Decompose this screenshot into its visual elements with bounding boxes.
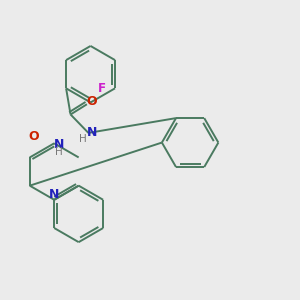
Text: N: N <box>87 126 97 139</box>
Text: N: N <box>49 188 59 201</box>
Text: F: F <box>98 82 106 95</box>
Text: H: H <box>55 147 62 157</box>
Text: O: O <box>28 130 39 143</box>
Text: H: H <box>79 134 87 144</box>
Text: N: N <box>53 138 64 151</box>
Text: O: O <box>87 94 97 108</box>
